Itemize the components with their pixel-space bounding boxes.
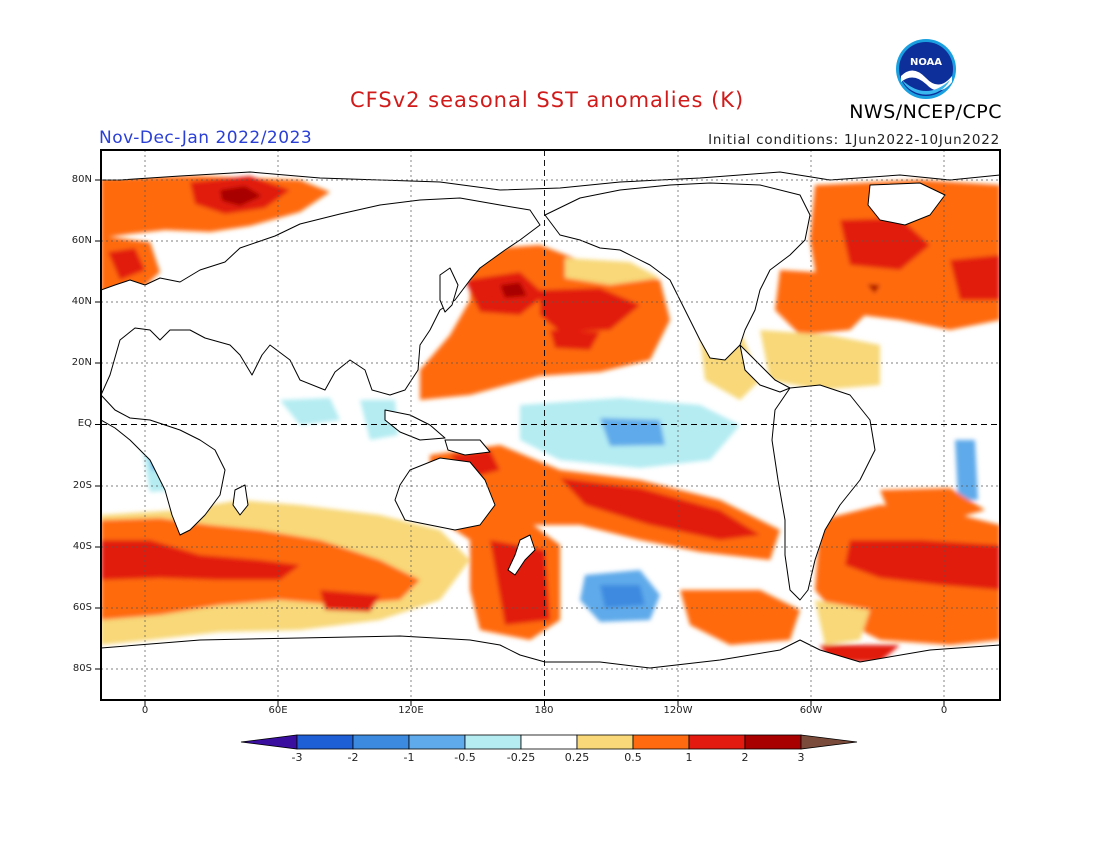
colorbar-tick-label: 3 <box>797 751 805 764</box>
arctic-islands <box>101 150 1000 191</box>
map-title: CFSv2 seasonal SST anomalies (K) <box>350 88 745 112</box>
new-guinea <box>444 439 491 456</box>
colorbar-segment <box>408 734 466 750</box>
colorbar <box>240 734 858 750</box>
colorbar-tick-label: -1 <box>403 751 415 764</box>
colorbar-arrow-low <box>240 734 298 750</box>
lat-label-20n: 20N <box>71 357 92 368</box>
colorbar-tick-label: -0.25 <box>506 751 536 764</box>
colorbar-tick-label: -2 <box>347 751 359 764</box>
colorbar-segment <box>576 734 634 750</box>
lon-label-120e: 120E <box>398 705 424 716</box>
south-america <box>771 384 876 601</box>
lat-label-40s: 40S <box>72 541 92 552</box>
colorbar-segment <box>688 734 746 750</box>
lon-label-60w: 60W <box>799 705 823 716</box>
colorbar-arrow-high <box>800 734 858 750</box>
initial-conditions-label: Initial conditions: 1Jun2022-10Jun2022 <box>708 132 1000 148</box>
agency-label: NWS/NCEP/CPC <box>849 101 1002 123</box>
lon-label-120w: 120W <box>663 705 693 716</box>
noaa-logo-icon: NOAA <box>895 38 957 100</box>
lat-label-40n: 40N <box>71 296 92 307</box>
colorbar-segment <box>744 734 802 750</box>
central-america <box>739 344 791 393</box>
colorbar-tick-label: 2 <box>741 751 749 764</box>
japan <box>439 267 459 313</box>
colorbar-segment <box>520 734 578 750</box>
eurasia-africa <box>101 197 541 396</box>
colorbar-tick-label: 0.5 <box>624 751 642 764</box>
lat-label-80s: 80S <box>72 663 92 674</box>
colorbar-tick-label: 0.25 <box>564 751 590 764</box>
frame-ticks <box>95 179 945 706</box>
lat-label-60s: 60S <box>72 602 92 613</box>
colorbar-segment <box>296 734 354 750</box>
colorbar-tick-label: -0.5 <box>454 751 476 764</box>
land-masses <box>101 150 1000 700</box>
madagascar <box>232 484 249 516</box>
antarctica <box>101 635 1000 700</box>
lat-lon-grid <box>101 150 1000 700</box>
anomaly-field <box>101 176 1000 662</box>
africa <box>101 394 226 536</box>
indonesia <box>384 409 446 441</box>
lat-label-20s: 20S <box>72 480 92 491</box>
colorbar-tick-label: -3 <box>291 751 303 764</box>
colorbar-segment <box>352 734 410 750</box>
colorbar-segment <box>632 734 690 750</box>
lat-label-80n: 80N <box>71 174 92 185</box>
logo-text: NOAA <box>910 57 942 68</box>
colorbar-tick-label: 1 <box>685 751 693 764</box>
colorbar-segment <box>464 734 522 750</box>
north-america <box>544 182 811 361</box>
lat-label-60n: 60N <box>71 235 92 246</box>
new-zealand <box>507 534 536 576</box>
lon-label-60e: 60E <box>268 705 288 716</box>
lat-label-eq: EQ <box>77 418 92 429</box>
lon-label-180: 180 <box>534 705 554 716</box>
lon-label-0-right: 0 <box>940 705 948 716</box>
australia <box>394 457 496 531</box>
lon-label-0-left: 0 <box>141 705 149 716</box>
greenland <box>867 182 946 226</box>
season-label: Nov-Dec-Jan 2022/2023 <box>99 128 313 148</box>
